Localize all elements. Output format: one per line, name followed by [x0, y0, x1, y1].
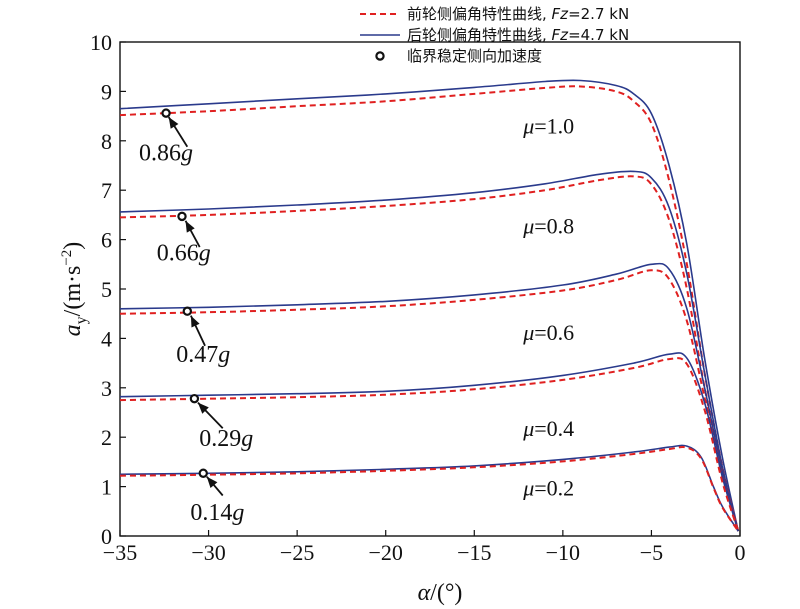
front-curve-3: [119, 357, 740, 532]
critical-point-marker: [161, 108, 171, 118]
critical-accel-unit: g: [232, 500, 244, 526]
y-tick-label: 7: [101, 178, 112, 203]
mu-symbol: μ: [522, 214, 534, 239]
mu-symbol: μ: [522, 320, 534, 345]
critical-accel-label: 0.86g: [139, 141, 193, 167]
arrow-head: [197, 402, 209, 414]
rear-curve-3: [119, 352, 739, 532]
critical-point-marker: [182, 306, 193, 316]
axes: −35 −30 −25 −20 −15 −10 −5 0 0 1 2 3 4 5 6 7 8 9 10 α/(°) ay…: [59, 30, 746, 606]
x-tick-label: −20: [369, 540, 403, 565]
x-tick-label: −25: [280, 540, 314, 565]
critical-accel-value: 0.66: [157, 240, 199, 266]
plot-frame: [119, 41, 741, 537]
front-curve-1: [119, 175, 740, 532]
mu-label: μ=0.4: [522, 416, 574, 441]
critical-accel-value: 0.14: [190, 500, 232, 526]
x-tick-label: −30: [191, 540, 225, 565]
y-tick-label: 8: [101, 129, 112, 154]
critical-accel-value: 0.29: [199, 426, 241, 452]
legend-label-0: 前轮侧偏角特性曲线, Fz=2.7 kN: [407, 5, 629, 23]
rear-curve-2: [119, 262, 739, 532]
mu-value: =0.4: [534, 416, 574, 441]
arrow-head: [206, 476, 218, 488]
y-tick-label: 3: [101, 376, 112, 401]
critical-accel-value: 0.86: [139, 141, 181, 167]
critical-accel-unit: g: [199, 240, 211, 266]
mu-value: =0.8: [534, 214, 574, 239]
legend-label-2: 临界稳定侧向加速度: [407, 47, 542, 65]
mu-value: =0.2: [534, 475, 574, 500]
critical-point-marker: [177, 211, 187, 222]
rear-curve-0: [119, 79, 739, 532]
x-tick-label: −15: [457, 540, 491, 565]
arrow-head: [168, 117, 179, 129]
y-tick-label: 5: [101, 277, 112, 302]
mu-value: =1.0: [534, 113, 574, 138]
y-tick-label: 10: [90, 30, 112, 55]
rear-curve-1: [119, 170, 739, 532]
critical-accel-value: 0.47: [176, 342, 218, 368]
y-tick-label: 0: [101, 524, 112, 549]
y-tick-label: 9: [101, 79, 112, 104]
y-axis-title: ay/(m·s−2): [59, 242, 90, 337]
critical-accel-unit: g: [218, 342, 230, 368]
critical-accel-label: 0.47g: [176, 342, 230, 368]
front-curve-4: [119, 446, 740, 532]
y-tick-label: 6: [101, 228, 112, 253]
mu-value: =0.6: [534, 320, 574, 345]
x-tick-label: −10: [546, 540, 580, 565]
arrow-head: [185, 220, 195, 233]
critical-accel-unit: g: [181, 141, 193, 167]
front-curve-2: [119, 269, 740, 532]
front-curve-0: [119, 85, 740, 532]
series-group: [119, 79, 740, 532]
legend-swatch-marker: [375, 51, 385, 61]
mu-label: μ=1.0: [522, 113, 574, 138]
x-tick-label: −5: [640, 540, 663, 565]
mu-label: μ=0.6: [522, 320, 574, 345]
mu-label: μ=0.2: [522, 475, 574, 500]
y-tick-label: 1: [101, 475, 112, 500]
legend-label-1: 后轮侧偏角特性曲线, Fz=4.7 kN: [407, 26, 629, 44]
critical-point-marker: [189, 393, 200, 404]
critical-point-marker: [198, 468, 208, 478]
legend: 前轮侧偏角特性曲线, Fz=2.7 kN 后轮侧偏角特性曲线, Fz=4.7 kN…: [360, 5, 629, 65]
x-tick-label: 0: [735, 540, 746, 565]
mu-symbol: μ: [522, 416, 534, 441]
critical-accel-label: 0.66g: [157, 240, 211, 266]
critical-accel-unit: g: [241, 426, 253, 452]
y-tick-label: 4: [101, 326, 112, 351]
mu-symbol: μ: [522, 113, 534, 138]
x-axis-title: α/(°): [418, 580, 463, 606]
critical-accel-label: 0.29g: [199, 426, 253, 452]
y-tick-label: 2: [101, 425, 112, 450]
critical-accel-label: 0.14g: [190, 500, 244, 526]
mu-label: μ=0.8: [522, 214, 574, 239]
arrow-head: [190, 315, 200, 328]
x-tick-label: −35: [103, 540, 137, 565]
mu-symbol: μ: [522, 475, 534, 500]
